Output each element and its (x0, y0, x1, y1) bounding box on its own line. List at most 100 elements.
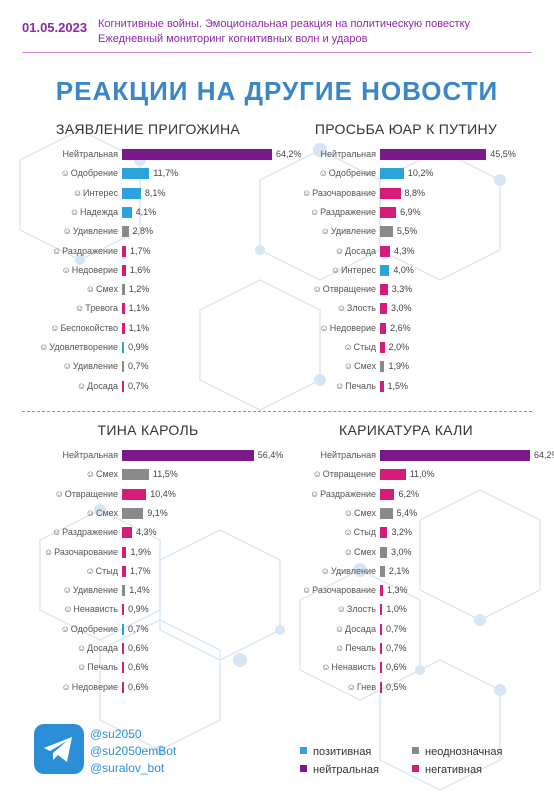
bar-label: ☺Смех (86, 506, 118, 520)
bar-label-text: Досада (87, 380, 118, 391)
handle-link[interactable]: @su2050 (90, 727, 142, 741)
bar-row: ☺Досада 0,7% (276, 622, 536, 636)
bar-row: ☺Смех 11,5% (18, 467, 278, 481)
bar-row: ☺Одобрение 11,7% (18, 166, 278, 180)
bar-label: ☺Недоверие (320, 321, 377, 335)
bar (380, 264, 390, 276)
frustrated-face-icon: ☺ (76, 380, 87, 391)
bar-label: ☺Гнев (347, 680, 376, 694)
bar (380, 623, 382, 635)
bar-label: ☺Беспокойство (50, 321, 118, 335)
bar (122, 226, 129, 238)
bar (122, 342, 125, 353)
annoyed-face-icon: ☺ (309, 488, 320, 499)
bar-value-label: 0,7% (128, 380, 149, 391)
heart-face-icon: ☺ (60, 623, 70, 634)
handle-link[interactable]: @su2050emBot (90, 744, 177, 758)
bar-value-label: 3,2% (391, 527, 412, 538)
bar-row: ☺Ненависть 0,6% (276, 660, 536, 674)
bar (380, 342, 385, 353)
bar-label: ☺Разочарование (302, 186, 376, 200)
bar-value-label: 64,2% (534, 450, 554, 460)
bar-label: ☺Отвращение (313, 467, 376, 481)
bar-label-text: Смех (96, 469, 118, 480)
bar-value-label: 6,2% (398, 488, 419, 499)
bar (380, 380, 384, 392)
bar-label-text: Стыд (95, 565, 118, 576)
bar-row: ☺Интерес 8,1% (18, 186, 278, 200)
bar (122, 187, 141, 199)
bar-value-label: 0,7% (128, 361, 149, 372)
bar-label-text: Печаль (345, 643, 376, 653)
bar-row: ☺Досада 0,7% (18, 379, 278, 393)
bar-value-label: 1,6% (129, 264, 151, 275)
angry-face-icon: ☺ (336, 303, 346, 314)
bar-label-text: Нейтральная (320, 450, 376, 460)
bar-label-text: Ненависть (73, 604, 118, 615)
bar (380, 361, 385, 373)
bar-label: ☺Удивление (321, 224, 376, 238)
bar (380, 149, 487, 160)
bar-label: ☺Стыд (343, 340, 376, 354)
legend-label: негативная (425, 764, 483, 776)
bar-row: ☺Отвращение 11,0% (276, 467, 536, 481)
bar (380, 662, 382, 674)
satisfied-face-icon: ☺ (39, 342, 49, 352)
bar-value-label: 0,9% (128, 604, 149, 615)
header-divider (22, 52, 532, 53)
bar (122, 245, 126, 257)
bar-row: ☺Разочарование 8,8% (276, 186, 536, 200)
bar-row: ☺Печаль 0,6% (18, 660, 278, 674)
bar-value-label: 0,6% (386, 662, 407, 673)
bar-label-text: Ненависть (331, 662, 376, 673)
bar-value-label: 0,6% (128, 662, 149, 673)
bar (380, 168, 404, 180)
header-subtitle-2: Ежедневный мониторинг когнитивных волн и… (98, 33, 368, 45)
legend-swatch (412, 765, 419, 772)
bar (380, 469, 406, 481)
frustrated-face-icon: ☺ (334, 623, 345, 634)
bar-label: ☺Надежда (70, 205, 118, 219)
bar-label-text: Отвращение (64, 488, 118, 499)
bar-row: ☺Тревога 1,1% (18, 301, 278, 315)
bar-row: ☺Удивление 2,1% (276, 564, 536, 578)
cat-face-icon: ☺ (85, 469, 95, 480)
disgusted-face-icon: ☺ (312, 469, 322, 480)
bar-label: ☺Удивление (63, 583, 118, 597)
bar-label: ☺Раздражение (310, 487, 376, 501)
bar-label-text: Злость (346, 604, 376, 615)
legend-label: нейтральная (313, 764, 379, 776)
bar-value-label: 4,1% (135, 206, 157, 217)
bar (122, 507, 144, 519)
bar-label: ☺Тревога (75, 301, 118, 315)
bar (122, 585, 126, 597)
bar (122, 681, 124, 693)
bar-label-text: Удивление (72, 226, 118, 237)
bar-row: ☺Стыд 2,0% (276, 340, 536, 354)
handle-link[interactable]: @suralov_bot (90, 761, 165, 775)
annoyed-face-icon: ☺ (309, 206, 320, 217)
bar (122, 380, 124, 392)
sad-face-icon: ☺ (334, 380, 345, 391)
telegram-icon[interactable] (34, 724, 84, 774)
bar-label: ☺Разочарование (302, 583, 376, 597)
bar (122, 361, 124, 373)
bar-label-text: Разочарование (54, 546, 118, 557)
bar-value-label: 1,0% (386, 604, 407, 615)
bar (380, 643, 382, 654)
bar-value-label: 0,7% (128, 623, 149, 634)
bar-label-text: Нейтральная (320, 149, 376, 159)
bar-label-text: Одобрение (70, 168, 118, 179)
bar-value-label: 64,2% (276, 149, 302, 159)
legend-positive: позитивная (300, 746, 371, 758)
bar-row: ☺Печаль 1,5% (276, 379, 536, 393)
bar-label: ☺Стыд (343, 525, 376, 539)
bar-row: Нейтральная 45,5% (276, 147, 536, 161)
annoyed-face-icon: ☺ (51, 245, 62, 256)
bar-label: ☺Досада (77, 641, 118, 655)
bar-label: ☺Отвращение (313, 282, 376, 296)
chart-title: ПРОСЬБА ЮАР К ПУТИНУ (314, 121, 498, 137)
chart-title: ЗАЯВЛЕНИЕ ПРИГОЖИНА (56, 121, 240, 137)
bar (122, 264, 126, 276)
bar-value-label: 56,4% (257, 450, 284, 460)
